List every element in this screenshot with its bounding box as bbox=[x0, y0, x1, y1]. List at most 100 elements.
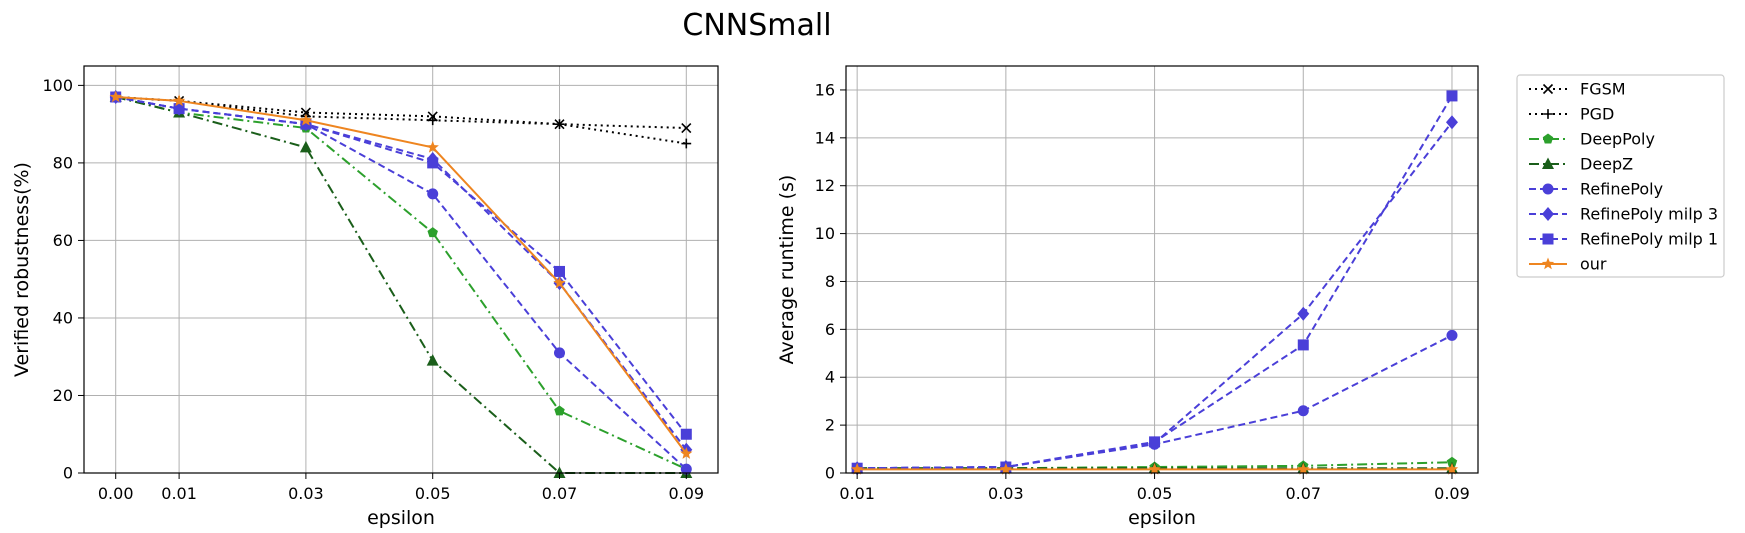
robustness-xtick-label: 0.01 bbox=[161, 484, 197, 503]
runtime-line-deeppoly bbox=[857, 461, 1453, 470]
runtime-point-deeppoly bbox=[1446, 456, 1458, 467]
runtime-ytick-label: 10 bbox=[815, 224, 835, 243]
robustness-series-our bbox=[109, 90, 693, 459]
runtime-point-our bbox=[1148, 462, 1161, 475]
runtime-point-our bbox=[1445, 462, 1459, 475]
robustness-point-refinepoly bbox=[427, 188, 439, 200]
runtime-point-refinepoly-milp-1 bbox=[1446, 90, 1458, 102]
runtime-xtick-label: 0.01 bbox=[839, 484, 875, 503]
runtime-xtick-label: 0.03 bbox=[988, 484, 1024, 503]
robustness-point-refinepoly bbox=[680, 463, 692, 475]
robustness-line-refinepoly-milp-3 bbox=[115, 96, 688, 451]
robustness-line-fgsm bbox=[115, 96, 687, 130]
legend-marker-pgd bbox=[1543, 109, 1553, 119]
legend: FGSM PGD DeepPoly DeepZ RefinePoly RefinePoly… bbox=[1516, 74, 1725, 278]
robustness-point-refinepoly-milp-1 bbox=[300, 118, 312, 130]
robustness-xtick-label: 0.03 bbox=[288, 484, 324, 503]
robustness-ytick-label: 40 bbox=[53, 308, 73, 327]
runtime-ytick-label: 8 bbox=[825, 272, 835, 291]
legend-entry-refinepoly-milp-1: RefinePoly milp 1 bbox=[1529, 230, 1718, 249]
runtime-point-our bbox=[999, 462, 1013, 475]
legend-marker-deeppoly bbox=[1542, 133, 1554, 144]
robustness-point-refinepoly-milp-1 bbox=[427, 157, 439, 169]
robustness-point-pgd bbox=[681, 138, 692, 149]
runtime-point-our bbox=[850, 462, 864, 475]
legend-marker-refinepoly bbox=[1542, 183, 1554, 195]
robustness-point-deeppoly bbox=[427, 227, 438, 238]
legend-entry-our: our bbox=[1529, 255, 1607, 274]
runtime-ytick-label: 4 bbox=[825, 368, 835, 387]
runtime-x-axis-label: epsilon bbox=[1128, 507, 1196, 529]
robustness-point-refinepoly-milp-1 bbox=[554, 265, 565, 277]
runtime-ytick-label: 6 bbox=[825, 320, 835, 339]
robustness-point-our bbox=[553, 276, 566, 289]
legend-marker-fgsm bbox=[1542, 83, 1554, 95]
legend-marker-refinepoly-milp-3 bbox=[1542, 207, 1554, 221]
legend-marker-our bbox=[1541, 257, 1555, 270]
legend-label-deeppoly: DeepPoly bbox=[1580, 130, 1655, 149]
runtime-xtick-label: 0.09 bbox=[1434, 484, 1470, 503]
robustness-point-pgd bbox=[427, 115, 438, 126]
robustness-xtick-label: 0.09 bbox=[668, 484, 704, 503]
legend-entry-deepz: DeepZ bbox=[1529, 155, 1633, 174]
legend-entry-deeppoly: DeepPoly bbox=[1529, 130, 1655, 149]
robustness-point-fgsm bbox=[681, 122, 692, 134]
figure-title: CNNSmall bbox=[682, 8, 831, 43]
runtime-point-refinepoly-milp-1 bbox=[1297, 339, 1309, 351]
runtime-chart: 0.01 0.03 0.05 0.07 0.09 0 2 4 6 8 10 12 14 16 epsilon… bbox=[776, 65, 1479, 529]
robustness-xtick-label: 0.00 bbox=[98, 484, 134, 503]
robustness-ytick-label: 20 bbox=[53, 386, 73, 405]
legend-entry-refinepoly: RefinePoly bbox=[1529, 180, 1663, 199]
robustness-y-axis-label: Verified robustness(%) bbox=[11, 162, 33, 377]
robustness-series-deeppoly bbox=[110, 91, 692, 474]
robustness-point-refinepoly-milp-1 bbox=[173, 103, 185, 115]
robustness-ytick-label: 100 bbox=[42, 76, 73, 95]
runtime-xtick-label: 0.05 bbox=[1137, 484, 1173, 503]
robustness-series-refinepoly-milp-3 bbox=[109, 90, 693, 457]
runtime-point-refinepoly bbox=[1446, 329, 1458, 341]
runtime-ytick-label: 12 bbox=[815, 176, 835, 195]
robustness-point-our bbox=[680, 447, 693, 459]
legend-label-refinepoly-milp-3: RefinePoly milp 3 bbox=[1580, 205, 1718, 224]
robustness-axes-frame bbox=[83, 65, 719, 474]
legend-marker-refinepoly-milp-1 bbox=[1542, 233, 1554, 245]
robustness-point-deepz bbox=[299, 140, 312, 153]
legend-entry-refinepoly-milp-3: RefinePoly milp 3 bbox=[1529, 205, 1718, 224]
robustness-point-our bbox=[172, 94, 186, 107]
runtime-point-our bbox=[1297, 462, 1310, 475]
robustness-xtick-label: 0.07 bbox=[542, 484, 578, 503]
legend-label-our: our bbox=[1580, 255, 1607, 274]
robustness-point-our bbox=[109, 90, 122, 103]
legend-label-fgsm: FGSM bbox=[1580, 80, 1626, 99]
runtime-y-axis-label: Average runtime (s) bbox=[776, 175, 798, 365]
runtime-ytick-label: 0 bbox=[825, 464, 835, 483]
legend-entry-fgsm: FGSM bbox=[1529, 80, 1626, 99]
robustness-ytick-label: 80 bbox=[53, 153, 73, 172]
runtime-point-refinepoly-milp-3 bbox=[1445, 115, 1458, 130]
legend-entry-pgd: PGD bbox=[1529, 105, 1614, 124]
robustness-x-axis-label: epsilon bbox=[367, 507, 435, 529]
robustness-series-refinepoly-milp-1 bbox=[110, 91, 692, 440]
runtime-ytick-label: 2 bbox=[825, 416, 835, 435]
runtime-series-our bbox=[850, 462, 1459, 475]
runtime-axes-frame bbox=[845, 65, 1479, 474]
robustness-point-our bbox=[426, 140, 439, 153]
robustness-ytick-label: 60 bbox=[53, 231, 73, 250]
runtime-point-refinepoly-milp-3 bbox=[1297, 306, 1310, 321]
runtime-xtick-label: 0.07 bbox=[1285, 484, 1321, 503]
runtime-point-refinepoly-milp-1 bbox=[1149, 436, 1161, 448]
robustness-point-pgd bbox=[554, 119, 565, 130]
robustness-point-deepz bbox=[426, 354, 439, 366]
robustness-series-deepz bbox=[109, 90, 693, 478]
runtime-point-refinepoly bbox=[1297, 405, 1309, 417]
legend-marker-deepz bbox=[1542, 157, 1554, 169]
robustness-point-deepz bbox=[553, 466, 566, 478]
robustness-point-refinepoly bbox=[554, 347, 565, 359]
robustness-xtick-label: 0.05 bbox=[415, 484, 451, 503]
robustness-series-fgsm bbox=[110, 91, 692, 134]
robustness-point-deeppoly bbox=[554, 405, 565, 416]
legend-label-refinepoly: RefinePoly bbox=[1580, 180, 1663, 199]
legend-label-deepz: DeepZ bbox=[1580, 155, 1633, 174]
runtime-ytick-label: 14 bbox=[815, 128, 835, 147]
